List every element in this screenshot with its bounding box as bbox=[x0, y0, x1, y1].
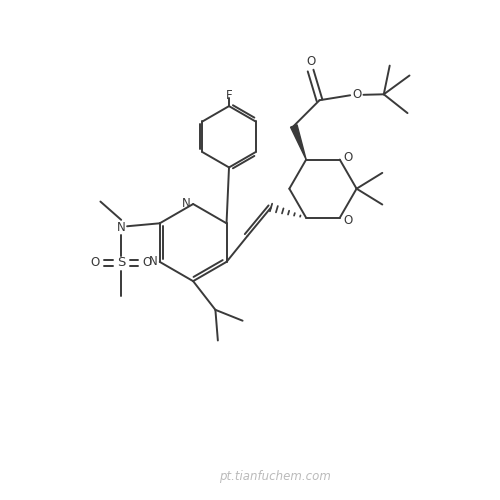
Text: O: O bbox=[142, 256, 152, 270]
Text: O: O bbox=[91, 256, 100, 270]
Text: N: N bbox=[149, 256, 158, 268]
Text: N: N bbox=[182, 196, 191, 209]
Text: S: S bbox=[117, 256, 126, 270]
Text: O: O bbox=[306, 55, 315, 68]
Polygon shape bbox=[290, 125, 306, 160]
Text: O: O bbox=[344, 214, 353, 227]
Text: pt.tianfuchem.com: pt.tianfuchem.com bbox=[219, 470, 330, 483]
Text: O: O bbox=[352, 88, 362, 101]
Text: N: N bbox=[117, 221, 126, 234]
Text: F: F bbox=[226, 88, 232, 102]
Text: O: O bbox=[344, 150, 353, 164]
